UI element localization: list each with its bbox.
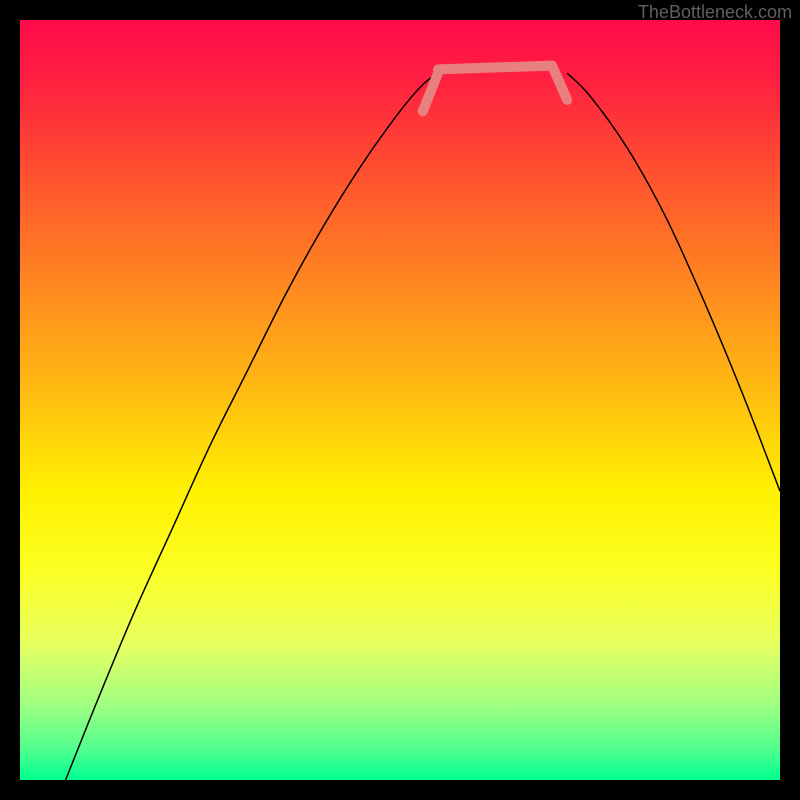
chart-svg xyxy=(20,20,780,780)
bottleneck-chart xyxy=(20,20,780,780)
watermark-text: TheBottleneck.com xyxy=(638,2,792,23)
gradient-background xyxy=(20,20,780,780)
